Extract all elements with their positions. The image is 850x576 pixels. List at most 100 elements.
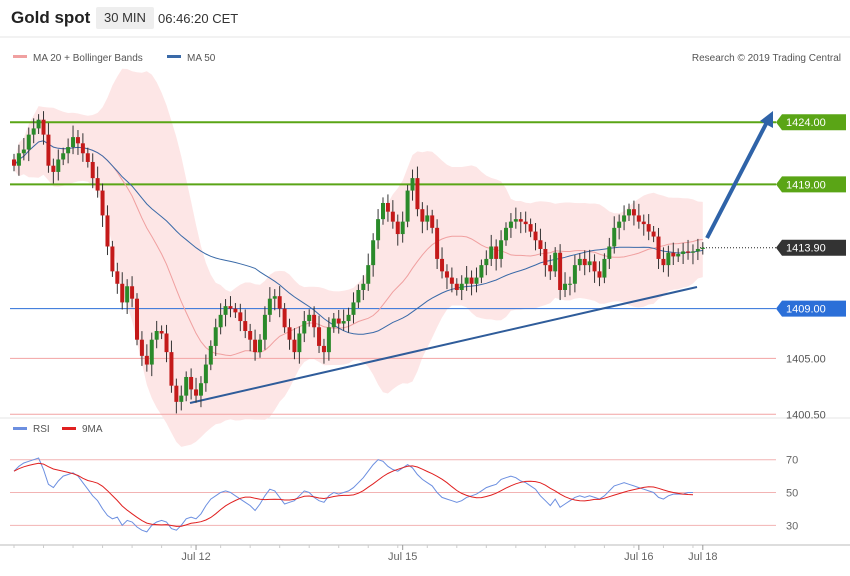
timeframe-selector[interactable]: 30 MIN bbox=[96, 7, 154, 29]
candle bbox=[179, 385, 184, 411]
candle bbox=[46, 123, 51, 173]
candle-body bbox=[233, 308, 238, 313]
candle bbox=[617, 214, 622, 240]
candle-body bbox=[95, 178, 100, 191]
candle bbox=[243, 309, 248, 339]
candle-body bbox=[587, 261, 592, 266]
candle bbox=[317, 315, 322, 353]
candle-body bbox=[602, 258, 607, 278]
candle-body bbox=[297, 333, 302, 353]
candle-body bbox=[636, 215, 641, 222]
candle bbox=[125, 279, 130, 314]
candle-body bbox=[538, 240, 543, 249]
candle-body bbox=[661, 258, 666, 266]
candle bbox=[440, 247, 445, 279]
candle bbox=[61, 147, 66, 166]
candle bbox=[489, 234, 494, 266]
candle bbox=[36, 114, 41, 135]
trendline-group bbox=[189, 111, 773, 404]
price-tag-1413-90 bbox=[776, 239, 846, 256]
rsi-tick-30: 30 bbox=[786, 520, 798, 532]
candle-body bbox=[258, 339, 262, 353]
candle bbox=[95, 166, 100, 198]
candle bbox=[228, 296, 233, 318]
price-tag-1419-00 bbox=[776, 176, 846, 193]
candle-body bbox=[627, 209, 631, 216]
candle-body bbox=[223, 306, 228, 315]
moving-averages bbox=[13, 140, 703, 357]
candle-body bbox=[321, 345, 326, 353]
candle bbox=[233, 303, 238, 318]
rsi-legend-label: RSI bbox=[33, 424, 50, 435]
candle bbox=[130, 276, 135, 308]
candle-body bbox=[553, 252, 558, 272]
x-tick-label: Jul 18 bbox=[688, 551, 717, 563]
candle bbox=[366, 253, 371, 291]
candle bbox=[631, 200, 636, 226]
candle-body bbox=[218, 314, 223, 328]
candle-body bbox=[572, 265, 577, 284]
candle bbox=[513, 207, 518, 229]
candle bbox=[395, 214, 400, 246]
candle bbox=[405, 184, 410, 228]
candle bbox=[287, 318, 292, 350]
candle bbox=[208, 340, 213, 371]
rsi-line bbox=[13, 457, 693, 533]
candle-body bbox=[592, 261, 597, 272]
candle-body bbox=[444, 271, 449, 278]
candle bbox=[636, 203, 641, 229]
x-tick-label: Jul 16 bbox=[624, 551, 653, 563]
candle bbox=[110, 240, 115, 277]
candle-body bbox=[228, 306, 233, 309]
price-label-1409-00: 1409.00 bbox=[786, 304, 826, 316]
candle bbox=[307, 309, 312, 327]
candle-body bbox=[194, 389, 199, 396]
rsi-ma-legend-swatch bbox=[62, 427, 76, 430]
candle-body bbox=[459, 283, 464, 290]
ma50-legend-swatch bbox=[167, 55, 181, 58]
candle bbox=[390, 200, 395, 229]
candle bbox=[51, 158, 56, 184]
candle bbox=[577, 253, 582, 271]
candle-body bbox=[405, 190, 410, 222]
candle-body bbox=[425, 215, 430, 222]
candle bbox=[159, 325, 164, 340]
candle-body bbox=[267, 298, 272, 315]
candle-body bbox=[361, 283, 366, 290]
candle-body bbox=[695, 248, 700, 252]
rsi-ma-legend-label: 9MA bbox=[82, 424, 103, 435]
candle bbox=[420, 202, 425, 234]
timestamp: 06:46:20 CET bbox=[158, 11, 239, 26]
candle bbox=[223, 299, 228, 327]
candle-body bbox=[469, 277, 474, 284]
candle bbox=[533, 222, 538, 251]
candle-body bbox=[548, 265, 553, 272]
price-tags: 1424.00 1419.00 1413.90 1409.00 1405.00 1400.… bbox=[776, 114, 846, 421]
candle bbox=[144, 344, 149, 372]
candle bbox=[253, 329, 258, 361]
candle-body bbox=[656, 236, 661, 259]
candle-body bbox=[36, 119, 41, 129]
candle bbox=[627, 203, 631, 222]
x-axis: Jul 12 Jul 15 Jul 16 Jul 18 bbox=[13, 545, 717, 563]
candle bbox=[415, 166, 420, 217]
price-label-1413-90: 1413.90 bbox=[786, 243, 826, 255]
candle bbox=[656, 227, 661, 269]
candle bbox=[572, 255, 577, 293]
candle-body bbox=[558, 252, 563, 290]
candle-body bbox=[80, 143, 85, 154]
candle bbox=[12, 153, 16, 172]
candle-body bbox=[154, 331, 159, 340]
candle bbox=[592, 254, 597, 283]
candle bbox=[105, 205, 110, 256]
candle-body bbox=[292, 339, 297, 353]
candle bbox=[479, 259, 484, 284]
candle-body bbox=[31, 128, 36, 135]
candle bbox=[494, 239, 499, 271]
candle bbox=[528, 218, 533, 238]
candle bbox=[484, 250, 489, 276]
candle-body bbox=[390, 211, 395, 222]
candle bbox=[341, 309, 346, 331]
candle bbox=[80, 133, 85, 162]
